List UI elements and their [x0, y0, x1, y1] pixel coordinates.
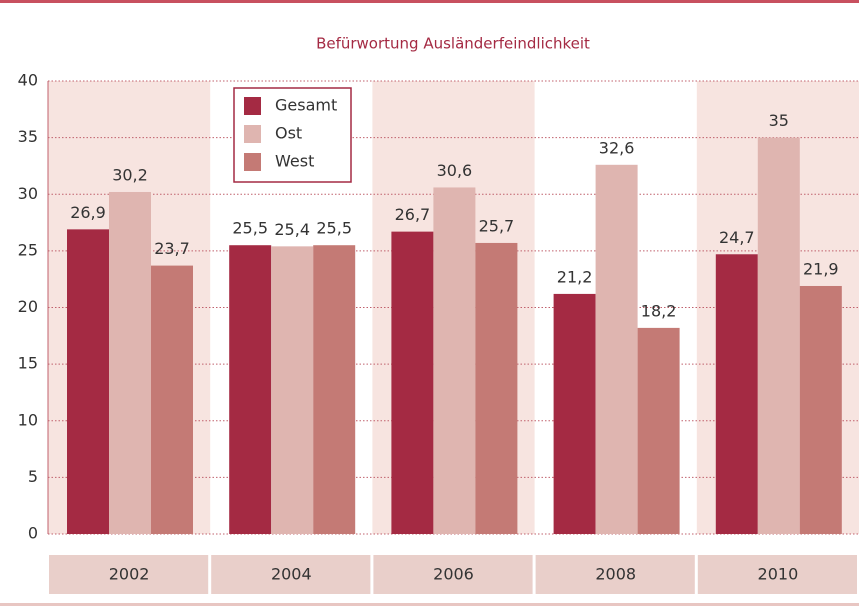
bar [67, 229, 109, 535]
x-tick-label: 2008 [595, 565, 636, 584]
bar [271, 246, 314, 534]
bar [799, 285, 842, 534]
bar [151, 265, 193, 534]
x-tick-label: 2006 [433, 565, 474, 584]
value-label: 25,5 [316, 219, 352, 238]
category-box [697, 555, 857, 594]
x-tick-label: 2010 [758, 565, 799, 584]
legend-label: West [275, 152, 314, 171]
bar [637, 327, 680, 534]
y-tick-label: 25 [18, 240, 38, 259]
bar [433, 187, 476, 534]
legend-label: Ost [275, 124, 302, 143]
value-label: 25,7 [479, 216, 515, 235]
y-tick-label: 40 [18, 71, 38, 90]
y-tick-label: 20 [18, 297, 38, 316]
value-label: 21,9 [803, 259, 839, 278]
bar [229, 245, 272, 534]
value-label: 26,9 [70, 203, 106, 222]
value-label: 24,7 [719, 228, 755, 247]
bar [553, 293, 596, 534]
y-tick-label: 35 [18, 127, 38, 146]
legend-label: Gesamt [275, 96, 337, 115]
value-label: 32,6 [599, 138, 635, 157]
value-label: 35 [769, 111, 789, 130]
bar [109, 191, 151, 535]
value-label: 30,6 [437, 161, 473, 180]
y-tick-label: 5 [28, 467, 38, 486]
value-label: 21,2 [557, 267, 593, 286]
bar [391, 231, 434, 534]
value-label: 23,7 [154, 239, 190, 258]
y-tick-label: 0 [28, 524, 38, 543]
category-box [373, 555, 533, 594]
y-tick-label: 15 [18, 354, 38, 373]
legend-swatch [244, 153, 261, 171]
legend-swatch [244, 97, 261, 115]
category-box [535, 555, 695, 594]
value-label: 26,7 [395, 205, 431, 224]
bar [313, 245, 356, 534]
bar [757, 137, 800, 534]
legend-swatch [244, 125, 261, 143]
value-label: 25,5 [232, 219, 268, 238]
y-tick-label: 30 [18, 184, 38, 203]
bar [595, 164, 638, 534]
value-label: 25,4 [274, 220, 310, 239]
value-label: 18,2 [641, 301, 677, 320]
x-tick-label: 2002 [109, 565, 150, 584]
top-rule [0, 0, 859, 3]
category-box [211, 555, 371, 594]
category-box [49, 555, 209, 594]
bottom-rule [0, 603, 859, 606]
bar [475, 242, 518, 534]
value-label: 30,2 [112, 165, 148, 184]
bar [715, 254, 758, 534]
x-tick-label: 2004 [271, 565, 312, 584]
chart-title: Befürwortung Ausländerfeindlichkeit [316, 35, 590, 53]
y-tick-label: 10 [18, 410, 38, 429]
